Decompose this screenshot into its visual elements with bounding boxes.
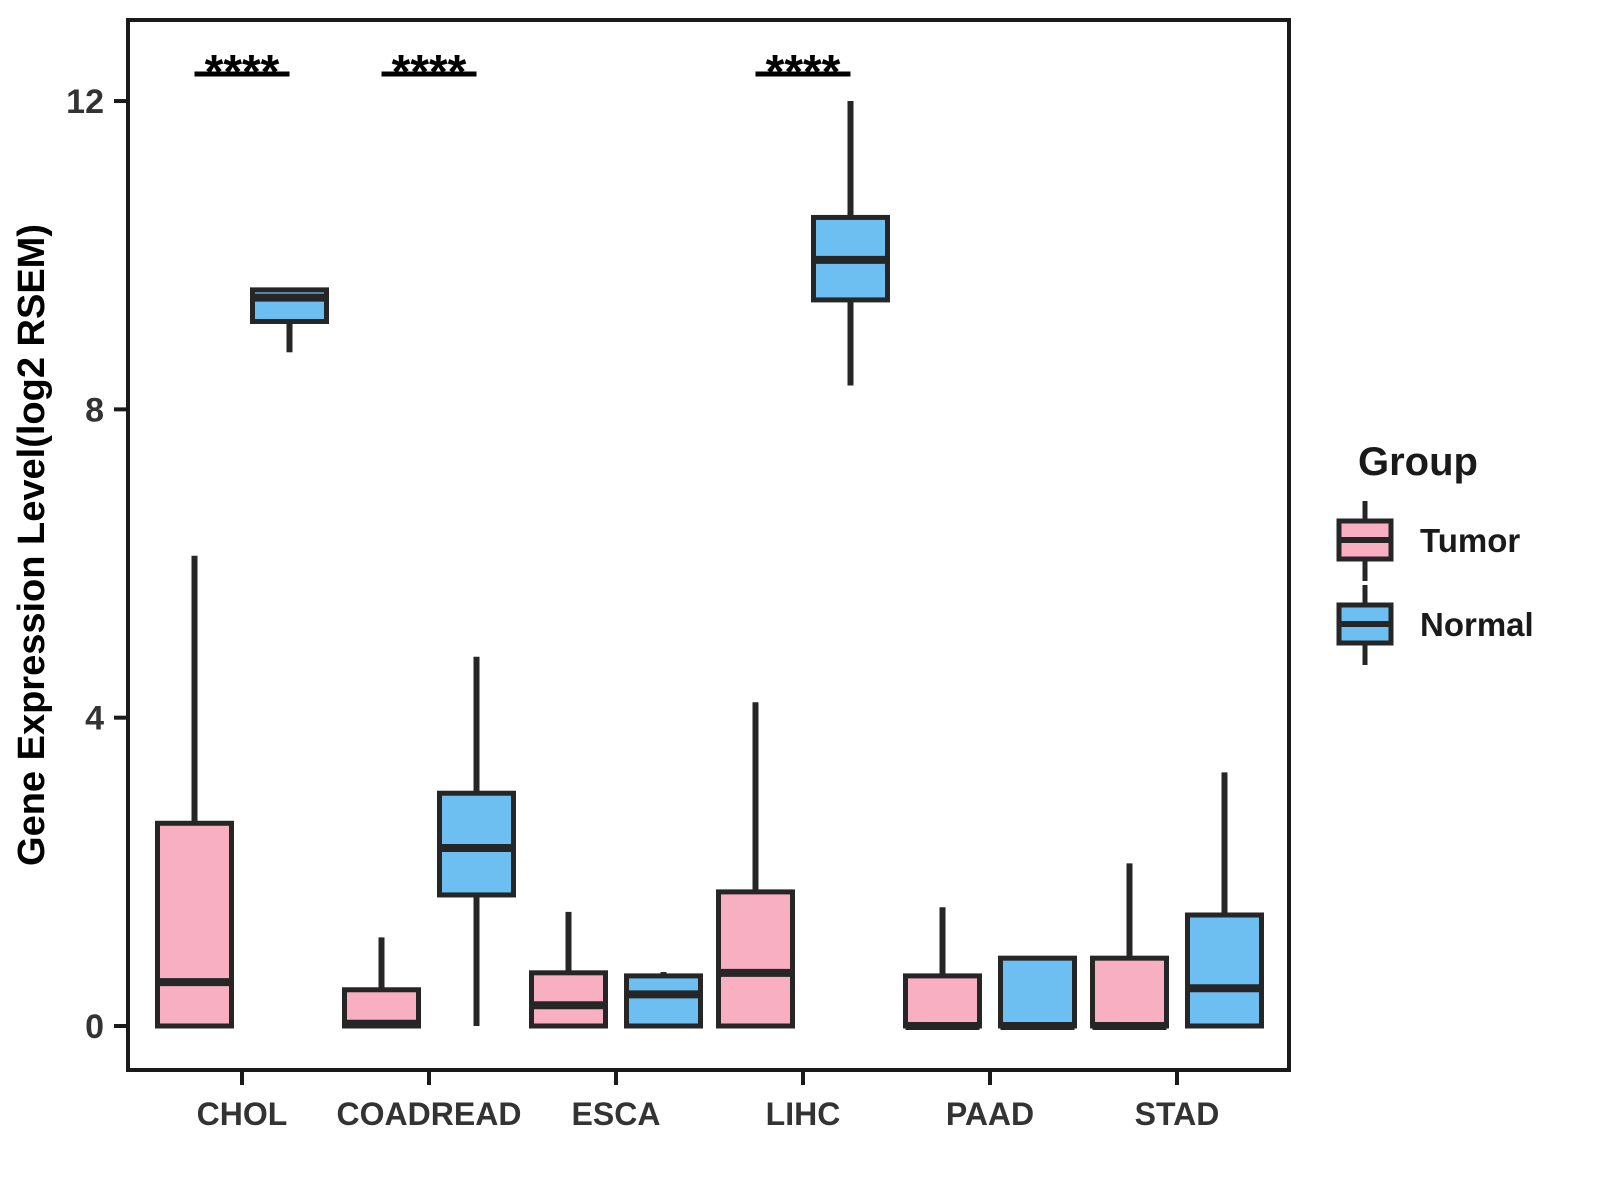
y-tick-label-4: 4	[85, 700, 104, 738]
x-category-label-lihc: LIHC	[766, 1096, 841, 1132]
boxplot-paad-normal-box	[998, 955, 1077, 1029]
legend-title: Group	[1358, 440, 1478, 484]
legend: Group Tumor Normal	[1332, 440, 1534, 667]
y-tick-label-8: 8	[85, 391, 104, 429]
legend-item-tumor: Tumor	[1332, 499, 1534, 583]
x-category-label-paad: PAAD	[946, 1096, 1034, 1132]
boxplot-paad-tumor-box	[903, 973, 982, 1029]
x-category-label-chol: CHOL	[197, 1096, 288, 1132]
y-axis-title: Gene Expression Level(log2 RSEM)	[11, 224, 53, 866]
legend-label-normal: Normal	[1420, 606, 1534, 643]
boxplot-stad-tumor-box	[1090, 955, 1169, 1029]
boxplot-esca-normal-box	[624, 973, 703, 1029]
y-tick-label-12: 12	[66, 83, 104, 121]
x-category-label-esca: ESCA	[572, 1096, 661, 1132]
x-category-label-coadread: COADREAD	[337, 1096, 522, 1132]
boxplot-chol-tumor-box	[155, 820, 234, 1029]
legend-label-tumor: Tumor	[1420, 522, 1521, 559]
plot-panel-border	[126, 18, 1291, 1072]
legend-item-normal: Normal	[1332, 583, 1534, 667]
boxplot-stad-normal-box	[1185, 912, 1264, 1029]
boxplot-lihc-tumor-box	[716, 889, 795, 1029]
x-category-label-stad: STAD	[1135, 1096, 1220, 1132]
boxplot-esca-tumor-box	[529, 970, 608, 1029]
y-tick-label-0: 0	[85, 1008, 104, 1046]
tumor-boxplot-glyph	[1336, 501, 1394, 581]
normal-boxplot-glyph	[1336, 585, 1394, 665]
